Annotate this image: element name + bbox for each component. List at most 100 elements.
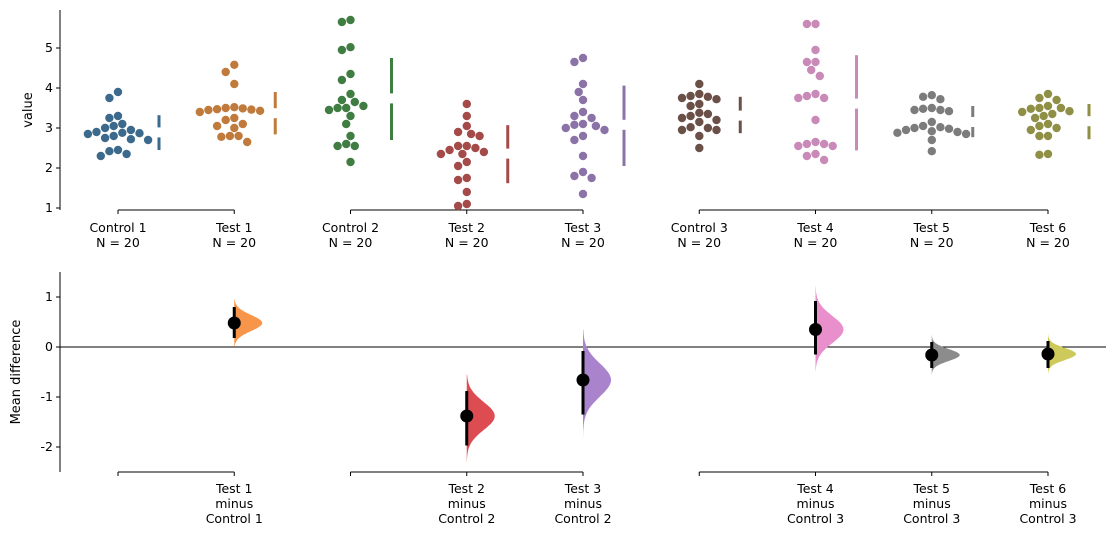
contrast-group: [925, 334, 960, 375]
swarm-group: [1018, 89, 1091, 159]
data-point: [811, 149, 820, 159]
data-point: [350, 97, 359, 107]
data-point: [346, 89, 355, 99]
contrast-label: Control 3: [903, 511, 960, 526]
contrast-group: [460, 374, 495, 462]
contrast-label: minus: [215, 496, 253, 511]
x-tick-label: Control 2: [322, 220, 379, 235]
data-point: [961, 129, 971, 139]
data-point: [927, 127, 936, 136]
contrast-label: minus: [796, 496, 834, 511]
x-tick-label: Control 1: [89, 220, 146, 235]
x-tick-n-label: N = 20: [329, 235, 373, 250]
swarm-group: [677, 79, 742, 153]
y-tick-label: 1: [45, 200, 53, 215]
data-point: [695, 89, 704, 99]
data-point: [333, 141, 342, 151]
data-point: [578, 167, 588, 177]
data-point: [918, 92, 928, 102]
data-point: [712, 125, 721, 135]
data-point: [337, 17, 347, 27]
data-point: [475, 131, 484, 141]
data-point: [1018, 107, 1027, 117]
data-point: [703, 109, 713, 119]
bootstrap-distribution: [234, 299, 263, 346]
data-point: [695, 143, 704, 153]
bootstrap-distribution: [466, 374, 495, 462]
data-point: [204, 105, 213, 115]
bootstrap-distribution: [583, 329, 611, 437]
y-axis-label: value: [21, 92, 36, 128]
data-point: [918, 121, 928, 131]
data-point: [230, 103, 239, 112]
swarm-group: [83, 87, 161, 161]
data-point: [324, 105, 334, 115]
y-axis-label: Mean difference: [9, 320, 24, 425]
y-tick-label: -1: [41, 389, 53, 404]
data-point: [819, 93, 829, 103]
data-point: [578, 119, 588, 129]
data-point: [695, 117, 704, 127]
data-point: [337, 95, 347, 105]
data-point: [807, 65, 816, 75]
data-point: [212, 105, 222, 114]
contrast-label: Test 3: [564, 481, 602, 496]
contrast-label: Test 5: [912, 481, 950, 496]
data-point: [815, 71, 824, 81]
data-point: [445, 145, 454, 155]
data-point: [346, 43, 355, 52]
data-point: [703, 123, 713, 133]
data-point: [910, 105, 919, 115]
data-point: [578, 53, 588, 63]
contrast-label: minus: [448, 496, 486, 511]
data-point: [122, 149, 131, 159]
data-point: [901, 125, 911, 135]
data-point: [1043, 101, 1053, 111]
data-point: [221, 67, 230, 77]
y-tick-label: 2: [45, 160, 53, 175]
data-point: [1043, 149, 1053, 159]
y-tick-label: 1: [45, 289, 53, 304]
contrast-label: minus: [1029, 496, 1067, 511]
data-point: [453, 127, 463, 137]
data-point: [462, 187, 471, 197]
x-tick-label: Test 6: [1029, 220, 1067, 235]
data-point: [342, 139, 351, 149]
data-point: [695, 99, 704, 109]
data-point: [346, 69, 355, 79]
data-point: [1039, 111, 1048, 121]
x-tick-label: Test 3: [564, 220, 602, 235]
data-point: [578, 107, 588, 117]
data-point: [462, 111, 471, 121]
data-point: [346, 15, 355, 25]
data-point: [118, 119, 127, 129]
data-point: [953, 127, 962, 137]
data-point: [591, 121, 601, 131]
x-tick-n-label: N = 20: [212, 235, 256, 250]
data-point: [342, 103, 351, 113]
data-point: [458, 149, 467, 159]
data-point: [893, 128, 902, 137]
x-tick-n-label: N = 20: [561, 235, 605, 250]
data-point: [462, 199, 471, 209]
data-point: [712, 115, 721, 125]
data-point: [346, 111, 355, 121]
data-point: [811, 137, 820, 147]
data-point: [1030, 113, 1040, 123]
data-point: [794, 93, 803, 103]
data-point: [1052, 95, 1061, 105]
x-tick-n-label: N = 20: [910, 235, 954, 250]
bootstrap-distribution: [815, 286, 844, 371]
mean-difference-point: [809, 323, 822, 336]
bootstrap-distribution: [931, 334, 960, 375]
data-point: [1035, 103, 1044, 113]
data-point: [462, 99, 471, 109]
data-point: [1043, 89, 1053, 99]
data-point: [100, 123, 110, 133]
contrast-label: minus: [913, 496, 951, 511]
contrast-group: [809, 286, 844, 371]
data-point: [819, 155, 829, 165]
data-point: [221, 103, 230, 113]
mean-difference-point: [925, 348, 939, 362]
data-point: [587, 173, 596, 183]
